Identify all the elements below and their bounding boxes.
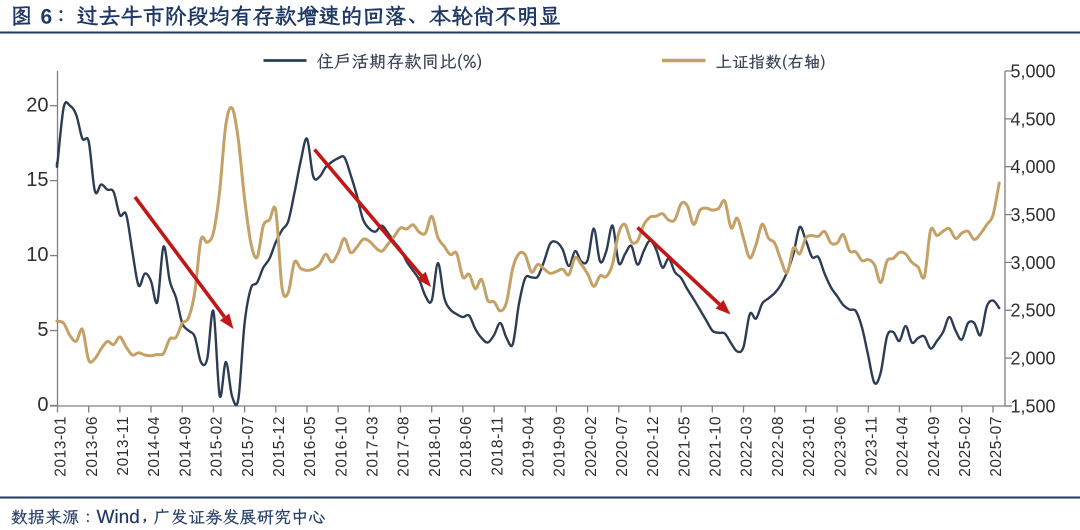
svg-text:2019-04: 2019-04 xyxy=(520,416,537,477)
svg-text:3,500: 3,500 xyxy=(1011,205,1056,225)
svg-text:2025-02: 2025-02 xyxy=(957,416,974,477)
svg-text:2016-05: 2016-05 xyxy=(302,416,319,477)
svg-text:5,000: 5,000 xyxy=(1011,61,1056,81)
svg-text:2018-11: 2018-11 xyxy=(489,416,506,476)
svg-text:3,000: 3,000 xyxy=(1011,253,1056,273)
svg-text:2015-02: 2015-02 xyxy=(209,416,226,477)
svg-text:2017-08: 2017-08 xyxy=(396,416,413,477)
svg-text:2014-04: 2014-04 xyxy=(146,416,163,477)
svg-text:2,500: 2,500 xyxy=(1011,301,1056,321)
svg-text:2015-07: 2015-07 xyxy=(240,416,257,477)
svg-text:2020-12: 2020-12 xyxy=(645,416,662,477)
svg-text:5: 5 xyxy=(37,319,48,341)
svg-text:2023-11: 2023-11 xyxy=(864,416,881,476)
svg-text:2020-02: 2020-02 xyxy=(583,416,600,477)
svg-text:2013-11: 2013-11 xyxy=(115,416,132,476)
svg-text:10: 10 xyxy=(26,244,48,266)
svg-text:4,000: 4,000 xyxy=(1011,157,1056,177)
svg-text:2013-06: 2013-06 xyxy=(84,416,101,477)
svg-text:2023-06: 2023-06 xyxy=(832,416,849,477)
svg-text:2020-07: 2020-07 xyxy=(614,416,631,477)
svg-text:0: 0 xyxy=(37,394,48,416)
svg-text:2,000: 2,000 xyxy=(1011,349,1056,369)
svg-text:15: 15 xyxy=(26,169,48,191)
svg-text:2018-01: 2018-01 xyxy=(427,416,444,477)
svg-text:2021-05: 2021-05 xyxy=(676,416,693,477)
svg-text:2024-04: 2024-04 xyxy=(895,416,912,477)
svg-text:2016-10: 2016-10 xyxy=(333,416,350,477)
svg-text:2025-07: 2025-07 xyxy=(988,416,1005,477)
svg-text:20: 20 xyxy=(26,94,48,116)
svg-text:2013-01: 2013-01 xyxy=(53,416,70,477)
svg-text:2023-01: 2023-01 xyxy=(801,416,818,477)
svg-text:4,500: 4,500 xyxy=(1011,109,1056,129)
svg-text:2021-10: 2021-10 xyxy=(708,416,725,477)
svg-text:2019-09: 2019-09 xyxy=(552,416,569,477)
svg-text:2014-09: 2014-09 xyxy=(177,416,194,477)
svg-text:2024-09: 2024-09 xyxy=(926,416,943,477)
svg-text:2017-03: 2017-03 xyxy=(365,416,382,477)
svg-text:2022-03: 2022-03 xyxy=(739,416,756,477)
svg-text:2022-08: 2022-08 xyxy=(770,416,787,477)
svg-text:2018-06: 2018-06 xyxy=(458,416,475,477)
svg-text:1,500: 1,500 xyxy=(1011,396,1056,416)
svg-text:2015-12: 2015-12 xyxy=(271,416,288,477)
